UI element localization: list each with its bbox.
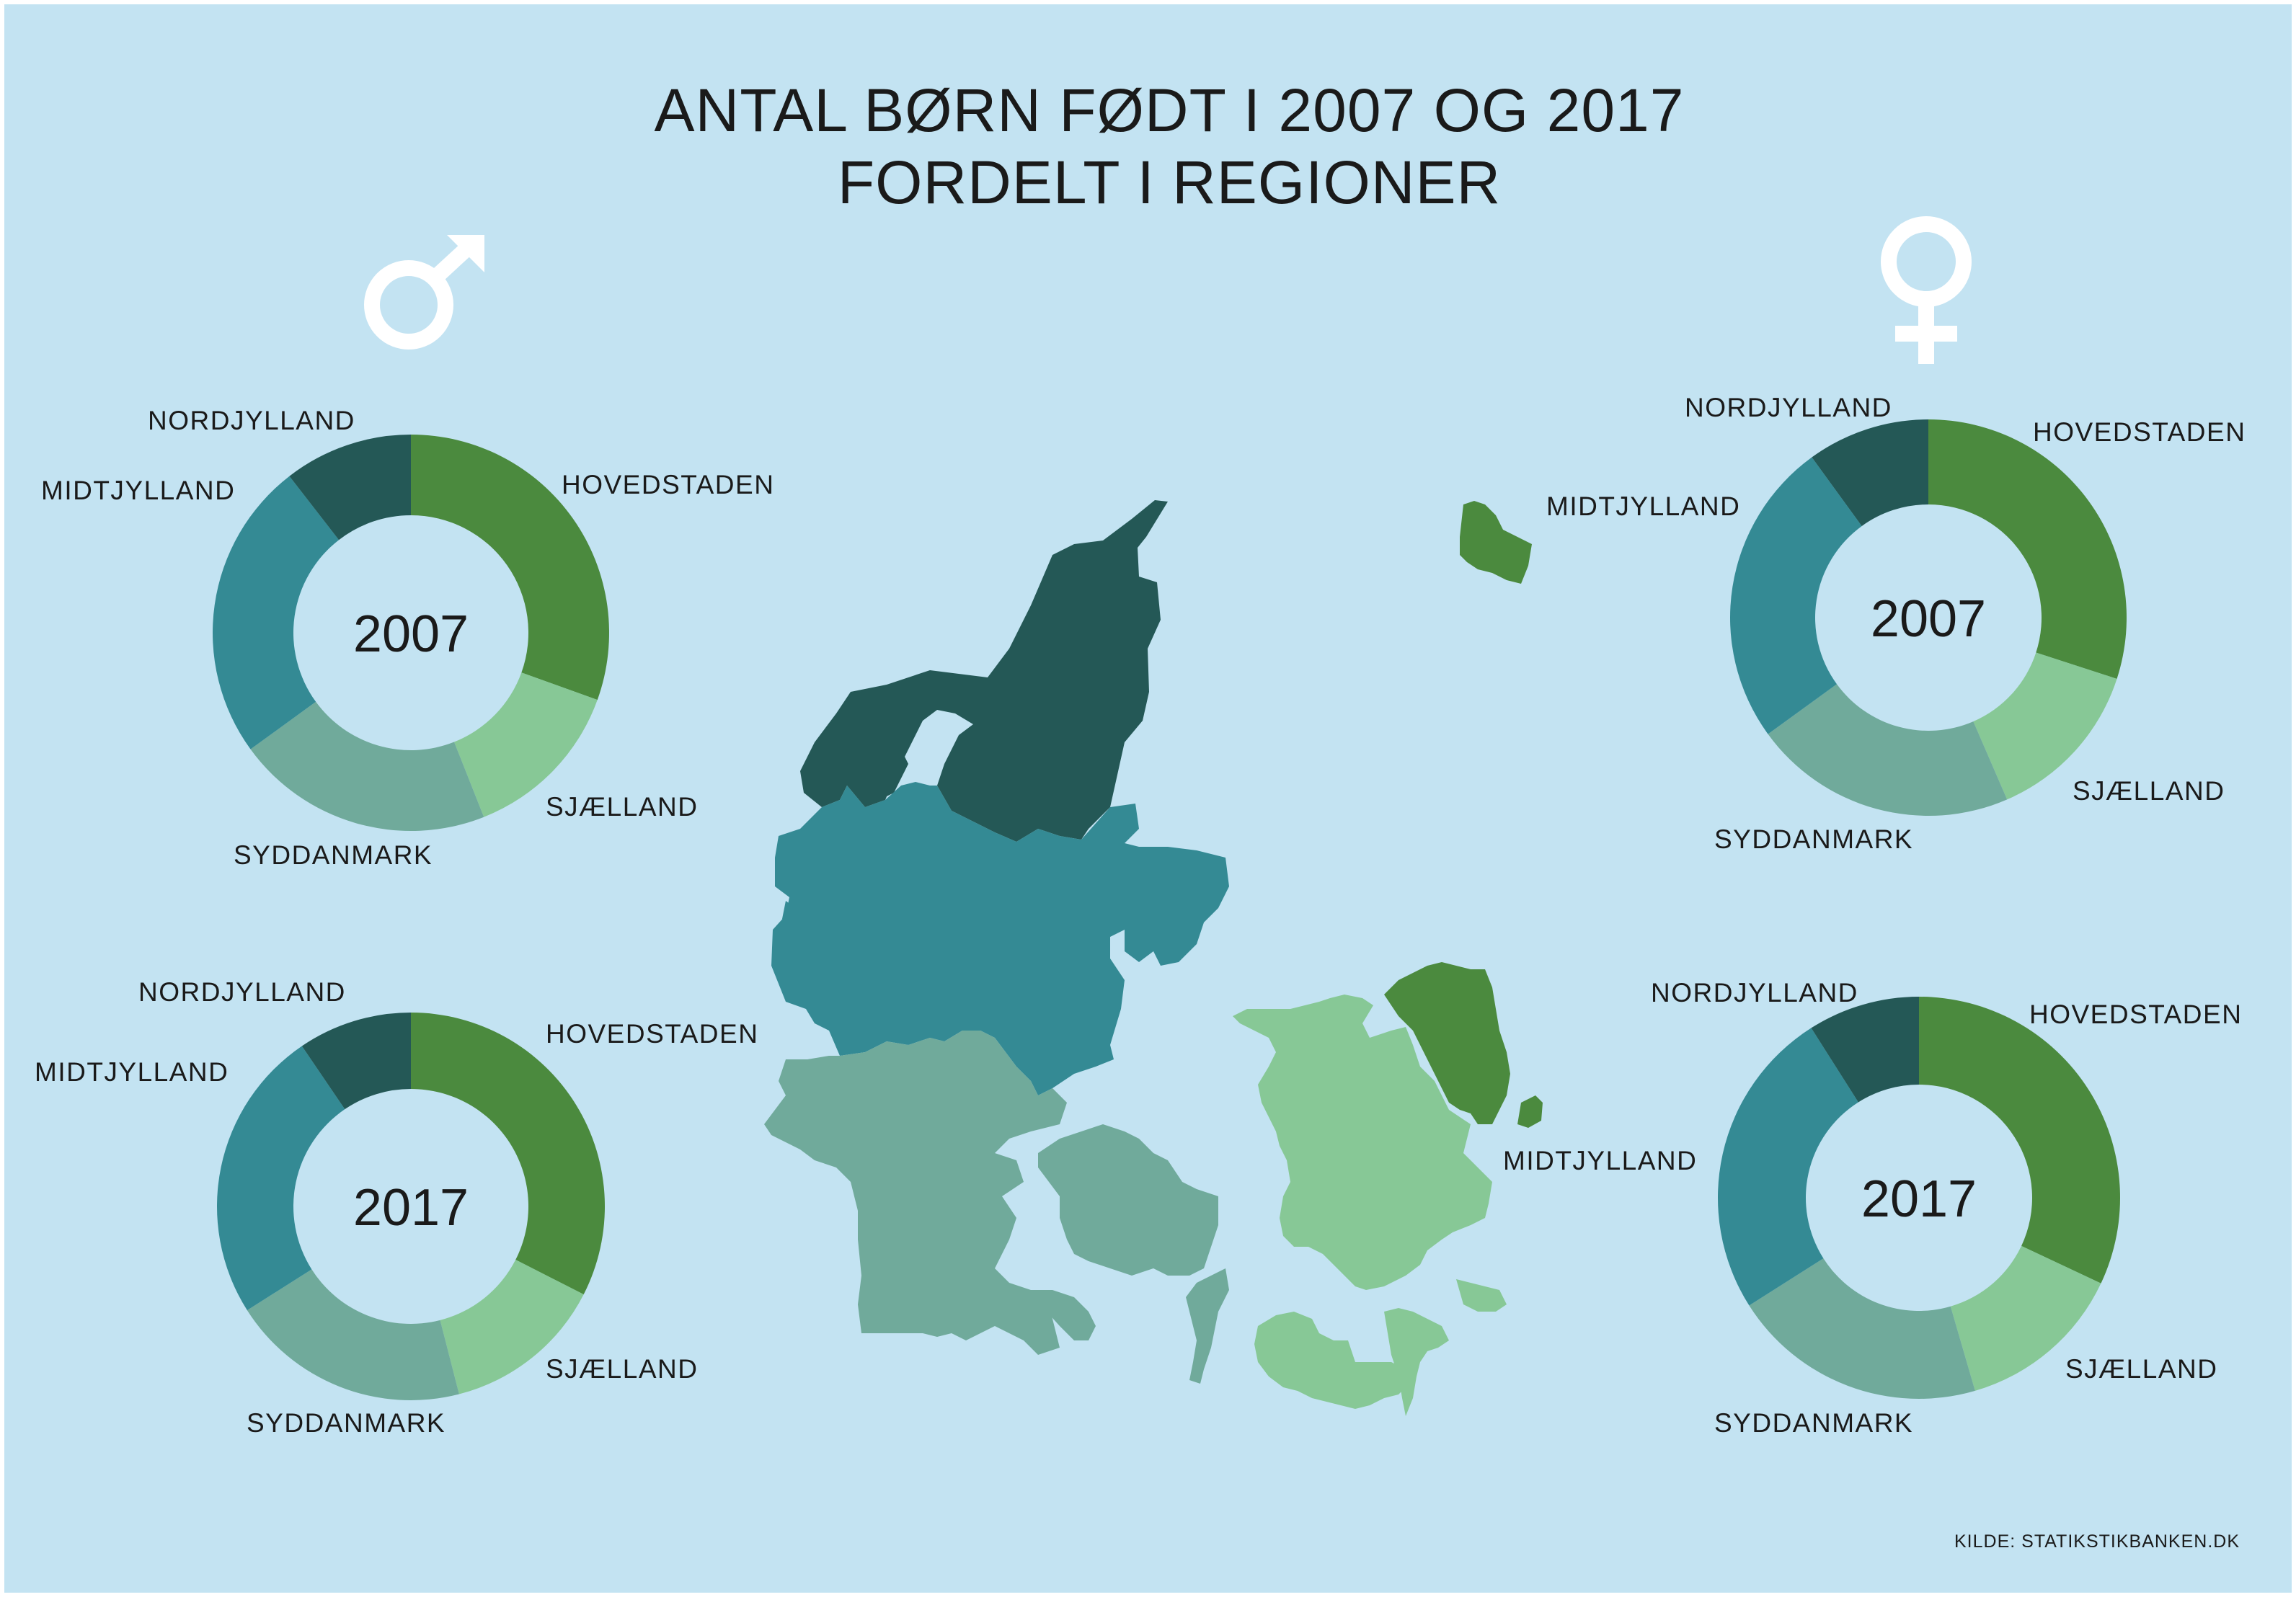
donut-3-segment-sjaelland xyxy=(1950,1245,2101,1391)
label-m17-sjaelland: SJÆLLAND xyxy=(546,1354,698,1384)
donut-1-segment-hovedstaden xyxy=(411,1013,605,1295)
donut-1-segment-syddanmark xyxy=(247,1269,459,1401)
donut-3-segment-nordjylland xyxy=(1811,997,1919,1103)
donut-2-segment-sjaelland xyxy=(1973,652,2117,800)
donut-1-segment-nordjylland xyxy=(301,1013,411,1110)
map-region-nordjylland xyxy=(800,500,1168,842)
donut-chart-male-2017: 2017 xyxy=(216,1013,605,1401)
label-f07-nordjylland: NORDJYLLAND xyxy=(1685,393,1892,422)
donut-chart-male-2007: 2007 xyxy=(212,435,609,831)
source-note: KILDE: STATIKSTIKBANKEN.DK xyxy=(1954,1531,2240,1552)
donut-1-segment-midtjylland xyxy=(216,1046,345,1311)
donut-chart-female-2017: 2017 xyxy=(1718,997,2120,1400)
map-region-sjaelland xyxy=(1233,995,1507,1416)
donut-0-segment-hovedstaden xyxy=(411,435,609,700)
label-m07-syddanmark: SYDDANMARK xyxy=(234,840,433,870)
donut-0-center-label: 2007 xyxy=(353,605,469,663)
label-m07-midtjylland: MIDTJYLLAND xyxy=(41,476,235,505)
map-label-midtjylland: MIDTJYLLAND xyxy=(1503,1146,1697,1175)
label-f17-hovedstaden: HOVEDSTADEN xyxy=(2029,1000,2242,1029)
female-icon xyxy=(1881,216,1972,364)
donut-0-segment-nordjylland xyxy=(289,435,411,541)
label-f17-syddanmark: SYDDANMARK xyxy=(1714,1408,1913,1438)
title-line-1: ANTAL BØRN FØDT I 2007 OG 2017 xyxy=(655,76,1685,144)
label-m17-syddanmark: SYDDANMARK xyxy=(247,1408,446,1438)
label-m07-nordjylland: NORDJYLLAND xyxy=(148,406,355,435)
donut-2-segment-syddanmark xyxy=(1768,684,2008,816)
donut-chart-female-2007: 2007 xyxy=(1730,419,2127,816)
map-region-midtjylland xyxy=(771,782,1229,1095)
label-m17-midtjylland: MIDTJYLLAND xyxy=(35,1057,229,1087)
label-f17-sjaelland: SJÆLLAND xyxy=(2065,1354,2217,1384)
label-f07-hovedstaden: HOVEDSTADEN xyxy=(2033,417,2246,447)
title-line-2: FORDELT I REGIONER xyxy=(838,148,1501,216)
label-m07-sjaelland: SJÆLLAND xyxy=(546,792,698,822)
label-m17-hovedstaden: HOVEDSTADEN xyxy=(546,1019,758,1049)
donut-2-segment-midtjylland xyxy=(1730,457,1862,734)
donut-0-segment-sjaelland xyxy=(454,672,598,817)
donut-0-segment-midtjylland xyxy=(212,476,340,749)
label-f07-sjaelland: SJÆLLAND xyxy=(2073,776,2225,806)
map-region-hovedstaden xyxy=(1384,501,1543,1128)
denmark-map xyxy=(764,500,1543,1416)
donut-2-segment-hovedstaden xyxy=(1928,419,2127,679)
label-f17-nordjylland: NORDJYLLAND xyxy=(1651,978,1858,1007)
donut-3-segment-midtjylland xyxy=(1718,1028,1858,1306)
donut-3-segment-syddanmark xyxy=(1749,1258,1975,1400)
label-f07-midtjylland: MIDTJYLLAND xyxy=(1546,491,1740,521)
donut-0-segment-syddanmark xyxy=(250,701,484,831)
donut-1-segment-sjaelland xyxy=(440,1260,584,1394)
donut-3-segment-hovedstaden xyxy=(1919,997,2120,1284)
label-m07-hovedstaden: HOVEDSTADEN xyxy=(562,470,774,499)
male-icon xyxy=(364,235,484,350)
map-region-syddanmark xyxy=(764,1031,1229,1384)
label-f07-syddanmark: SYDDANMARK xyxy=(1714,824,1913,854)
donut-1-center-label: 2017 xyxy=(353,1179,469,1237)
donut-3-center-label: 2017 xyxy=(1861,1170,1977,1228)
label-m17-nordjylland: NORDJYLLAND xyxy=(138,977,346,1007)
donut-2-segment-nordjylland xyxy=(1812,419,1928,526)
donut-2-center-label: 2007 xyxy=(1871,590,1986,648)
